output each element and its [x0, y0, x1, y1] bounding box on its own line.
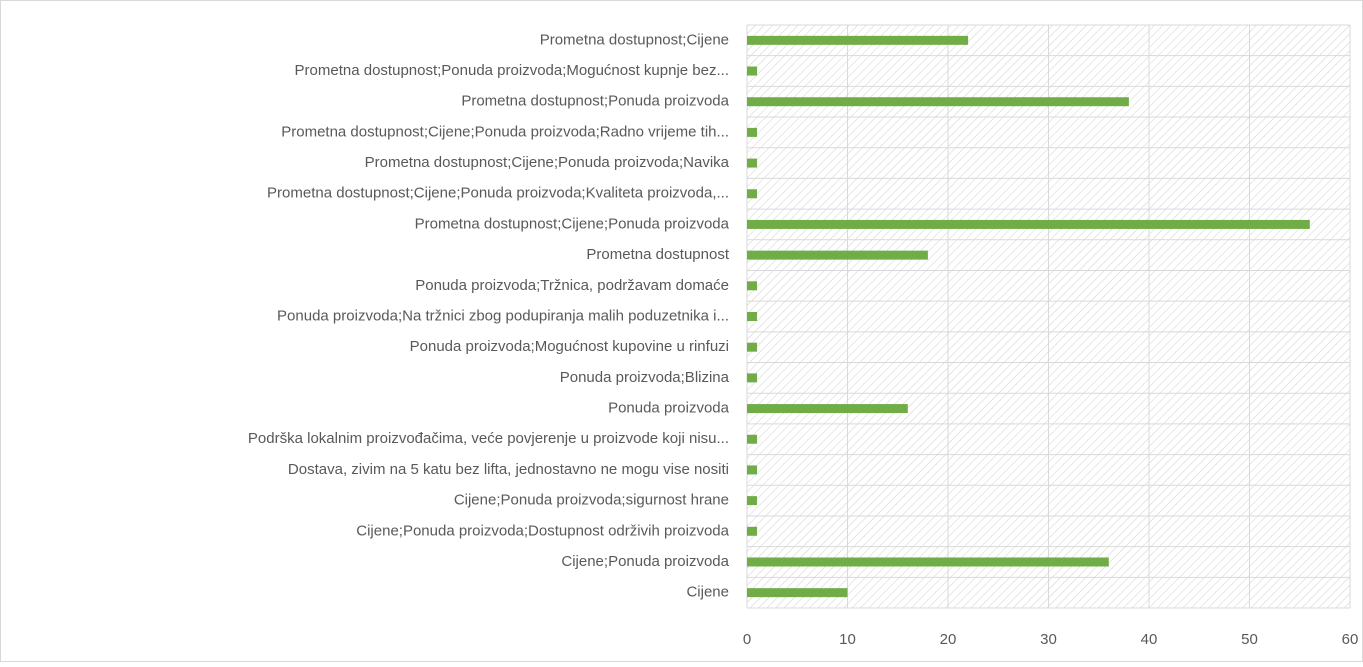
bar: [747, 312, 758, 321]
bar: [747, 97, 1129, 107]
x-tick-label: 30: [1040, 631, 1057, 648]
bar: [747, 434, 758, 444]
category-label: Prometna dostupnost;Cijene;Ponuda proizv…: [281, 123, 729, 140]
bar: [747, 66, 758, 76]
bar: [747, 373, 758, 383]
category-label: Ponuda proizvoda: [608, 400, 730, 417]
category-label: Cijene;Ponuda proizvoda: [561, 553, 729, 570]
category-label: Prometna dostupnost;Ponuda proizvoda;Mog…: [295, 62, 729, 79]
category-label: Ponuda proizvoda;Mogućnost kupovine u ri…: [410, 338, 729, 355]
x-tick-label: 50: [1241, 631, 1258, 648]
category-label: Cijene;Ponuda proizvoda;Dostupnost održi…: [356, 522, 729, 539]
bar: [747, 465, 758, 475]
category-label: Cijene;Ponuda proizvoda;sigurnost hrane: [454, 492, 729, 509]
bar: [747, 158, 758, 168]
x-tick-label: 60: [1342, 631, 1359, 648]
bar: [747, 127, 758, 137]
bar: [747, 250, 928, 260]
bar: [747, 557, 1109, 567]
x-tick-label: 20: [940, 631, 957, 648]
category-label: Ponuda proizvoda;Na tržnici zbog podupir…: [277, 307, 729, 324]
category-label: Prometna dostupnost;Cijene;Ponuda proizv…: [415, 215, 730, 232]
bar: [747, 189, 758, 199]
bar: [747, 404, 908, 414]
category-label: Prometna dostupnost;Ponuda proizvoda: [461, 93, 729, 110]
category-label: Prometna dostupnost;Cijene;Ponuda proizv…: [267, 185, 729, 202]
category-label: Ponuda proizvoda;Blizina: [560, 369, 730, 386]
category-label: Podrška lokalnim proizvođačima, veće pov…: [248, 430, 729, 447]
category-label: Cijene: [686, 584, 729, 601]
category-label: Dostava, zivim na 5 katu bez lifta, jedn…: [288, 461, 729, 478]
bar: [747, 526, 758, 536]
category-label: Ponuda proizvoda;Tržnica, podržavam doma…: [415, 277, 729, 294]
bar: [747, 281, 758, 291]
bar: [747, 35, 969, 45]
category-label: Prometna dostupnost;Cijene;Ponuda proizv…: [365, 154, 730, 171]
category-label: Prometna dostupnost: [586, 246, 729, 263]
bar: [747, 342, 758, 352]
bar: [747, 496, 758, 506]
x-tick-label: 0: [743, 631, 751, 648]
category-label: Prometna dostupnost;Cijene: [540, 31, 729, 48]
bar: [747, 219, 1310, 229]
bar: [747, 588, 848, 598]
x-tick-label: 40: [1141, 631, 1158, 648]
x-tick-label: 10: [839, 631, 856, 648]
